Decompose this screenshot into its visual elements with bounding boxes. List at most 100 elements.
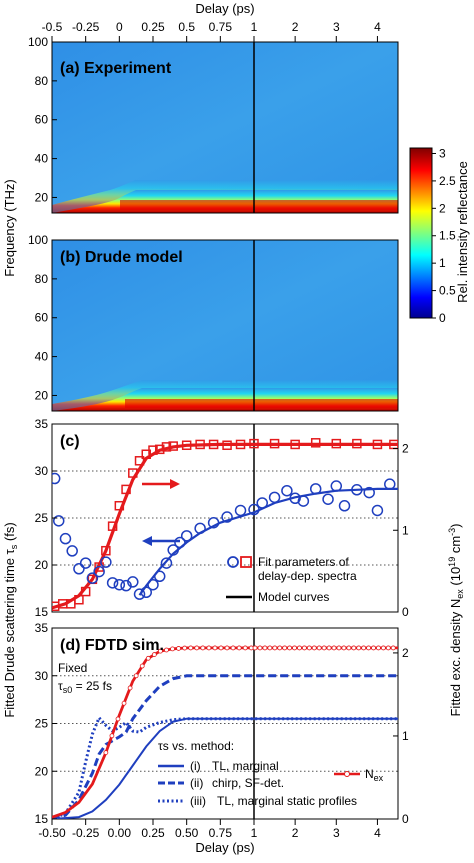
nex-marker <box>306 645 312 651</box>
tau-fit-point <box>194 522 206 535</box>
panel-b-frame <box>51 239 399 412</box>
tau-fit-point <box>120 579 132 592</box>
nex-fit-point <box>128 468 138 478</box>
colorbar-tick-label: 1 <box>439 256 446 270</box>
nex-fit-point <box>168 441 178 451</box>
nex-marker <box>109 733 115 739</box>
panel-a-frame <box>51 41 399 214</box>
nex-marker <box>194 645 200 651</box>
colorbar-ticks: 0 0.5 1 1.5 2 2.5 3 <box>432 146 456 325</box>
right-tick-label: 1 <box>402 729 409 743</box>
nex-marker <box>212 645 218 651</box>
nex-marker <box>188 645 194 651</box>
tau-fit-point <box>106 577 119 589</box>
left-tick-label: 25 <box>35 511 49 525</box>
nex-fit-point <box>134 456 145 466</box>
legend-d-text-iii: TL, marginal static profiles <box>217 794 357 808</box>
nex-marker <box>301 645 307 651</box>
left-tick-label: 35 <box>35 621 49 635</box>
left-tick-label: 15 <box>35 812 49 826</box>
tau-fit-point <box>338 500 351 512</box>
nex-marker <box>127 685 133 691</box>
note-tau-symbol: τ <box>58 679 63 693</box>
panel-d-left-ticks: 15 20 25 30 35 <box>35 621 57 826</box>
nex-fit-point <box>352 438 362 449</box>
nex-marker <box>292 645 297 651</box>
top-tick-label: 2 <box>292 20 299 34</box>
nex-marker <box>103 750 109 755</box>
nex-marker <box>331 645 337 651</box>
nex-fit-point <box>154 444 165 455</box>
panel-c-blue-arrow <box>142 536 180 546</box>
legend-d-tag-iii: (iii) <box>190 794 206 808</box>
legend-fit-line2: delay-dep. spectra <box>258 569 357 583</box>
left-tick-label: 20 <box>35 558 49 572</box>
tau-curve-i <box>52 717 398 819</box>
right-tick-label: 0 <box>402 812 409 826</box>
legend-d-text-i: TL, marginal <box>212 759 279 773</box>
nex-fit-point <box>114 500 125 511</box>
nex-marker <box>206 645 212 651</box>
nex-marker <box>366 645 371 651</box>
tau-fit-point <box>221 511 233 523</box>
nex-fit-point <box>107 521 118 531</box>
panel-a-heatmap <box>52 42 398 213</box>
top-tick-label: 3 <box>333 20 340 34</box>
nex-fit-point <box>249 438 259 449</box>
colorbar-tick-label: 3 <box>439 146 446 160</box>
tau-curve-ii <box>52 674 398 819</box>
bottom-x-axis-label: Delay (ps) <box>195 840 254 855</box>
colorbar-tick-label: 0 <box>439 311 446 325</box>
top-tick-label: 4 <box>374 20 381 34</box>
legend-d-tag-ii: (ii) <box>190 776 203 790</box>
bottom-tick-label: 0.50 <box>175 826 199 840</box>
nex-marker <box>218 645 224 651</box>
tau-fit-point <box>153 570 166 583</box>
freq-tick-label: 40 <box>35 350 49 364</box>
panel-c-left-ticks: 15 20 25 30 35 <box>35 417 57 619</box>
panel-d-note: Fixed τs0 = 25 fs <box>58 661 112 695</box>
legend-fit-line1: Fit parameters of <box>258 555 349 569</box>
tau-fit-point <box>127 576 139 588</box>
panel-c-legend: Fit parameters of delay-dep. spectra Mod… <box>226 555 357 604</box>
colorbar-label: Rel. intensity reflectance <box>455 161 470 303</box>
nex-marker <box>257 645 263 651</box>
freq-tick-label: 100 <box>28 233 48 247</box>
nex-marker <box>139 663 145 669</box>
bottom-tick-label: -0.50 <box>38 826 66 840</box>
note-tau: τs0 = 25 fs <box>58 679 112 695</box>
nex-fit-point <box>80 586 91 597</box>
tau-fit-point <box>281 484 293 497</box>
nex-fit-point <box>331 438 342 449</box>
top-x-ticks: -0.5 -0.25 0 0.25 0.5 0.75 1 2 3 4 <box>42 20 381 42</box>
tau-fit-point <box>351 484 363 496</box>
tau-fit-point <box>167 544 179 556</box>
freq-tick-label: 60 <box>35 311 49 325</box>
panel-d-legend: τs vs. method: (i) TL, marginal chirp, S… <box>158 739 384 808</box>
top-tick-label: -0.25 <box>72 20 100 34</box>
nex-marker <box>341 645 347 651</box>
bottom-tick-label: 0.25 <box>141 826 165 840</box>
left-tick-label: 30 <box>35 464 49 478</box>
legend-fit-nex-marker <box>240 556 252 568</box>
note-tau-value: = 25 fs <box>72 679 112 693</box>
freq-tick-label: 100 <box>28 35 48 49</box>
tau-fit-point <box>322 493 334 505</box>
panel-d-label: (d) FDTD sim. <box>60 637 164 654</box>
left-tick-label: 20 <box>35 764 49 778</box>
tau-fit-point <box>330 480 343 492</box>
tau-fit-point <box>59 532 72 545</box>
nex-marker <box>282 645 288 651</box>
nex-marker <box>164 647 169 653</box>
legend-d-text-nex: Nex <box>365 767 384 783</box>
panel-c-red-arrow <box>142 479 180 489</box>
nex-marker <box>182 645 188 651</box>
right-tick-label: 0 <box>402 605 409 619</box>
nex-marker <box>385 645 391 651</box>
tau-fit-point <box>133 588 146 600</box>
panel-b-y-ticks: 20 40 60 80 100 <box>28 233 57 402</box>
nex-fit-point <box>269 438 280 449</box>
nex-fit-point <box>235 439 246 450</box>
panel-c-grid <box>52 470 398 566</box>
nex-marker <box>321 645 327 651</box>
